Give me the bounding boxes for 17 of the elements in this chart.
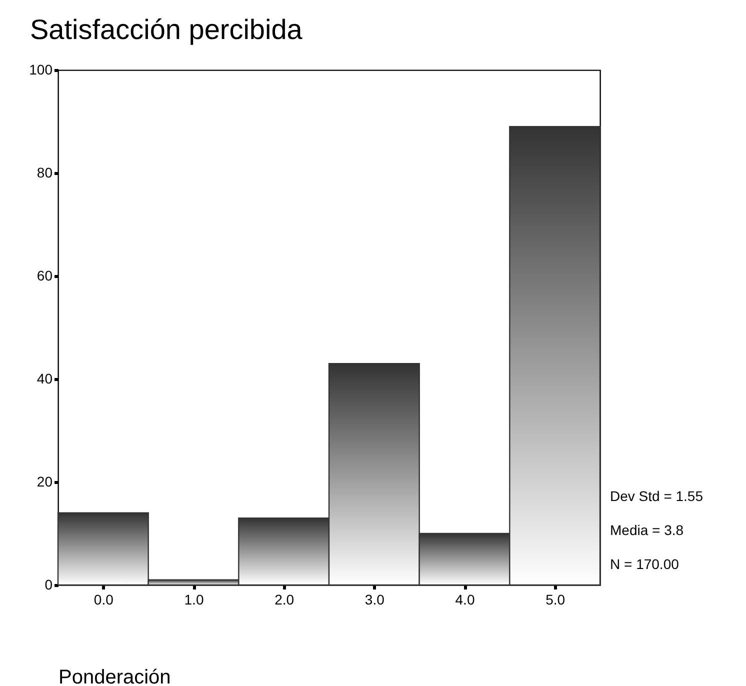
x-tick-label: 3.0 [364,592,385,608]
y-tick-label: 60 [36,268,53,284]
y-tick-label: 40 [36,370,53,386]
y-tick-label: 0 [44,576,53,592]
x-axis-title: Ponderación [58,666,171,686]
x-tick-label: 2.0 [274,592,294,608]
y-tick-label: 20 [36,474,53,490]
x-tick-label: 5.0 [546,592,566,608]
x-tick-label: 0.0 [94,592,114,608]
x-tick-label: 1.0 [184,592,204,608]
y-tick-label: 80 [36,164,53,180]
text: Dev Std = 1.55 [610,488,704,504]
text: N = 170.00 [610,556,680,572]
text: Media = 3.8 [610,522,684,538]
y-tick-label: 100 [29,62,53,78]
chart-title: Satisfacción percibida [30,14,303,45]
x-tick-label: 4.0 [455,592,475,608]
